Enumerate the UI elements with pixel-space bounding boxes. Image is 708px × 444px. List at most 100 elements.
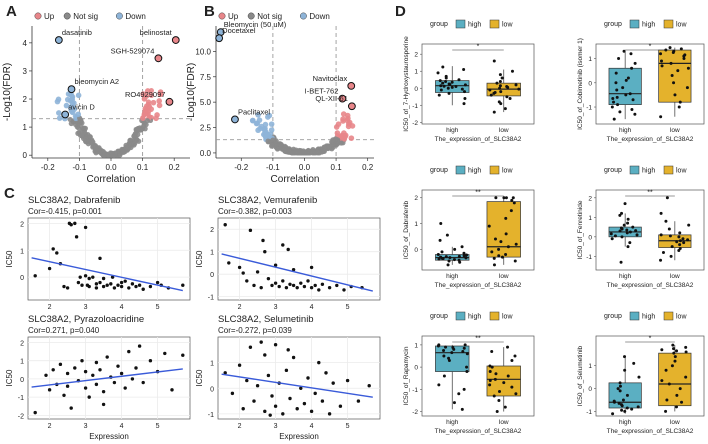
jitter-point bbox=[493, 377, 497, 381]
scatter-point bbox=[148, 358, 153, 363]
scatter-point bbox=[338, 404, 343, 408]
legend-label: Up bbox=[44, 12, 55, 21]
y-tick-label: 0 bbox=[588, 80, 592, 87]
volcano-point-up bbox=[333, 124, 340, 130]
scatter-point bbox=[76, 280, 81, 285]
labeled-point bbox=[154, 54, 163, 63]
scatter-point bbox=[87, 395, 91, 399]
boxplot-panel-d2: group high low -1 0 1 IC50_of_Cobimetinib (iso… bbox=[577, 19, 705, 143]
y-tick-label: 0 bbox=[210, 272, 214, 279]
scatter-point bbox=[288, 282, 292, 286]
jitter-point bbox=[436, 71, 440, 75]
y-tick-label: 0 bbox=[588, 386, 592, 393]
jitter-point bbox=[492, 394, 496, 398]
y-tick-label: 2 bbox=[414, 195, 418, 202]
labeled-point bbox=[347, 102, 356, 111]
jitter-point bbox=[673, 355, 677, 359]
jitter-point bbox=[498, 73, 502, 77]
y-tick-label: 2 bbox=[20, 221, 24, 228]
significance-label: * bbox=[649, 44, 652, 51]
plot-area bbox=[27, 217, 191, 301]
x-tick-label: 3 bbox=[84, 423, 88, 430]
jitter-point bbox=[499, 240, 503, 244]
jitter-point bbox=[682, 57, 686, 61]
scatter-point bbox=[277, 284, 281, 289]
jitter-point bbox=[632, 361, 636, 365]
volcano-point bbox=[332, 136, 339, 142]
box-low bbox=[658, 49, 692, 103]
scatter-point bbox=[259, 285, 263, 290]
jitter-point bbox=[618, 213, 622, 217]
jitter-point bbox=[490, 350, 494, 354]
jitter-point bbox=[488, 364, 492, 368]
legend-title: group bbox=[430, 313, 448, 320]
scatter-point bbox=[119, 280, 124, 285]
jitter-point bbox=[614, 81, 618, 85]
jitter-point bbox=[463, 96, 467, 100]
jitter-point bbox=[452, 401, 456, 405]
jitter-point bbox=[628, 241, 632, 245]
jitter-point bbox=[633, 112, 637, 116]
scatter-point bbox=[248, 228, 253, 233]
x-tick-label: 2 bbox=[238, 304, 242, 311]
jitter-point bbox=[660, 348, 664, 352]
scatter-point bbox=[62, 284, 66, 289]
volcano-point bbox=[335, 140, 342, 146]
jitter-point bbox=[628, 92, 632, 96]
jitter-point bbox=[447, 356, 451, 360]
scatter-point bbox=[309, 409, 314, 414]
jitter-point bbox=[685, 86, 689, 90]
jitter-point bbox=[457, 392, 461, 396]
volcano-point-down bbox=[63, 102, 70, 109]
volcano-point bbox=[276, 145, 282, 151]
volcano-point-down bbox=[255, 127, 261, 134]
legend-swatch-low bbox=[489, 165, 500, 175]
legend-marker-not-sig bbox=[247, 12, 255, 20]
jitter-point bbox=[499, 102, 503, 106]
legend-swatch-high bbox=[629, 165, 640, 175]
volcano-point bbox=[274, 141, 280, 147]
jitter-point bbox=[444, 74, 448, 78]
x-tick-label: high bbox=[446, 127, 459, 134]
jitter-point bbox=[461, 350, 465, 354]
volcano-point-down bbox=[262, 121, 269, 128]
jitter-point bbox=[612, 399, 616, 403]
jitter-point bbox=[465, 370, 469, 374]
volcano-point bbox=[123, 144, 129, 151]
jitter-point bbox=[660, 64, 664, 68]
jitter-point bbox=[683, 53, 687, 57]
scatter-point bbox=[141, 380, 145, 385]
jitter-point bbox=[630, 407, 634, 411]
jitter-point bbox=[495, 410, 499, 414]
scatter-point bbox=[119, 371, 124, 376]
legend-label: high bbox=[468, 22, 481, 29]
scatter-point bbox=[313, 283, 317, 288]
jitter-point bbox=[615, 95, 619, 99]
jitter-point bbox=[677, 105, 681, 109]
jitter-point bbox=[437, 383, 441, 387]
volcano-point-up bbox=[156, 98, 162, 104]
legend-label: high bbox=[642, 314, 655, 321]
scatter-point bbox=[263, 409, 267, 414]
jitter-point bbox=[451, 346, 455, 350]
volcano-point bbox=[85, 138, 92, 144]
jitter-point bbox=[439, 255, 443, 259]
jitter-point bbox=[439, 84, 443, 88]
jitter-point bbox=[493, 237, 497, 241]
jitter-point bbox=[618, 384, 622, 388]
labeled-point bbox=[231, 115, 239, 124]
jitter-point bbox=[488, 383, 492, 387]
volcano-point-down bbox=[55, 96, 62, 103]
legend-label: low bbox=[502, 314, 513, 321]
legend-marker-up bbox=[34, 12, 42, 20]
scatter-point bbox=[58, 362, 63, 367]
scatter-point bbox=[47, 266, 52, 271]
legend-marker-down bbox=[115, 12, 123, 20]
scatter-point bbox=[270, 394, 274, 398]
scatter-point bbox=[309, 265, 314, 270]
volcano-point bbox=[132, 131, 138, 138]
jitter-point bbox=[460, 407, 464, 411]
jitter-point bbox=[678, 387, 682, 391]
